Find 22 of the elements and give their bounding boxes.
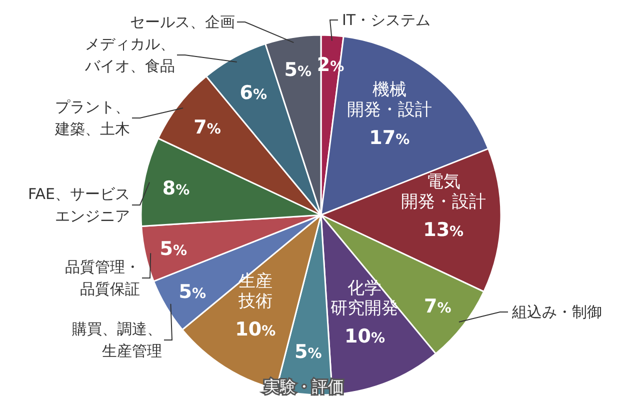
data-label: 13% — [423, 218, 464, 241]
slice-label: 組込み・制御 — [511, 303, 602, 321]
slice-label: 機械開発・設計 — [346, 80, 432, 120]
slice-label: 品質管理・品質保証 — [65, 258, 140, 298]
data-label: 7% — [194, 116, 221, 139]
slice-label: プラント、建築、土木 — [54, 98, 130, 138]
data-label: 5% — [160, 238, 188, 260]
data-label: 7% — [424, 295, 452, 318]
data-label: 10% — [344, 325, 385, 348]
data-label: 17% — [369, 126, 410, 149]
slice-label: 電気開発・設計 — [400, 172, 486, 212]
slice-label: FAE、サービスエンジニア — [28, 185, 130, 225]
data-label: 10% — [235, 318, 276, 340]
slice-label: IT・システム — [342, 11, 431, 29]
data-label: 5% — [284, 59, 312, 82]
data-label: 8% — [162, 177, 190, 200]
data-label: 5% — [294, 341, 322, 364]
slice-label: 購買、調達、生産管理 — [72, 320, 162, 360]
slice-label: セールス、企画 — [130, 13, 235, 31]
data-label: 5% — [178, 281, 206, 304]
data-label: 6% — [240, 82, 267, 104]
slice-label: メディカル、バイオ、食品 — [84, 35, 175, 75]
